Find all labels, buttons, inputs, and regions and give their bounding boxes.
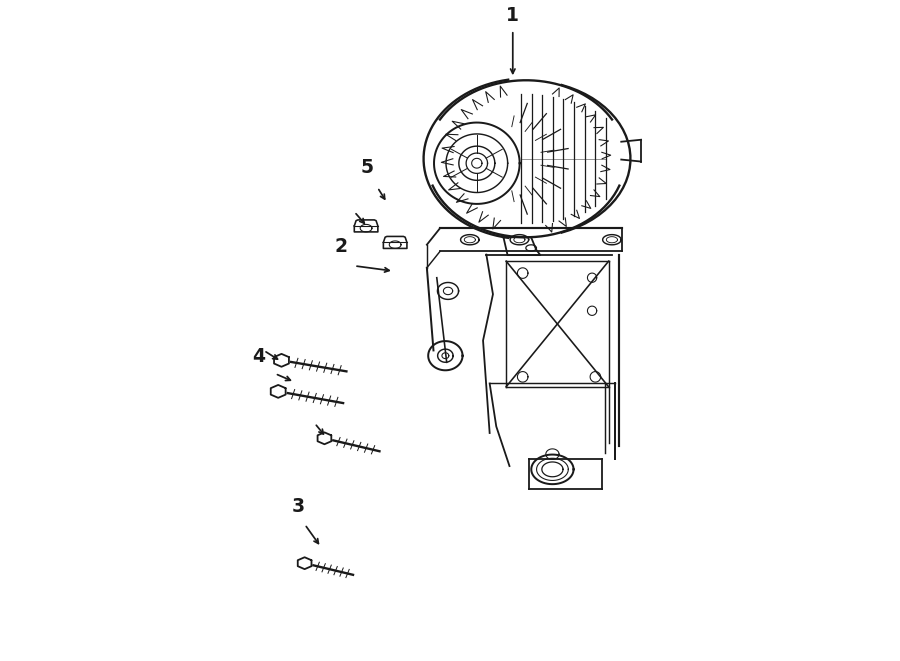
Text: 1: 1 [507, 6, 519, 24]
Text: 2: 2 [335, 237, 347, 256]
Text: 3: 3 [292, 497, 304, 516]
Text: 4: 4 [252, 346, 265, 366]
Text: 5: 5 [361, 158, 374, 177]
